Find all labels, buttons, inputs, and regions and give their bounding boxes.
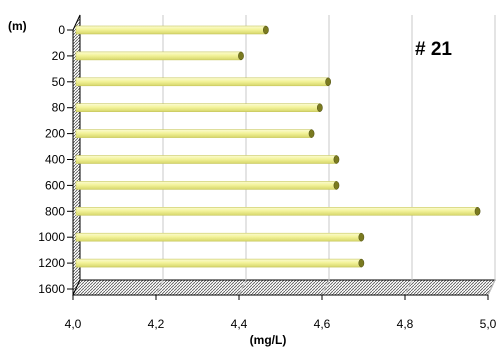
y-tick-labels: 0 20 50 80 200 400 600 800 1000 1200 1600 [38, 23, 73, 296]
bar [75, 25, 267, 35]
bar [75, 155, 337, 164]
y-tick-label: 200 [45, 127, 65, 141]
bar-end-cap [358, 232, 365, 242]
bar-end-cap [333, 155, 340, 164]
x-tick-label: 4,6 [314, 317, 331, 331]
y-tick-label: 800 [45, 204, 65, 218]
y-tick-label: 600 [45, 178, 65, 192]
x-tick-label: 4,8 [397, 317, 414, 331]
grid-line-floor [487, 279, 496, 296]
y-tick-label: 20 [52, 49, 66, 63]
bar [75, 103, 321, 112]
bar-end-cap [333, 181, 340, 190]
bar-end-cap [474, 207, 481, 216]
bar-end-cap [317, 103, 323, 112]
bar [75, 207, 478, 216]
bars [75, 25, 481, 268]
bar [75, 232, 362, 242]
bar-end-cap [358, 258, 365, 268]
x-tick-label: 4,2 [148, 317, 165, 331]
y-tick-label: 1200 [38, 256, 65, 270]
x-tick-label: 4,4 [231, 317, 248, 331]
annotation-label: # 21 [415, 39, 452, 60]
x-tick-label: 4,0 [65, 317, 82, 331]
bar-end-cap [325, 77, 331, 87]
grid-line-floor [238, 279, 247, 296]
bar [75, 129, 312, 138]
grid-line-floor [155, 279, 164, 296]
y-tick-label: 1600 [38, 282, 65, 296]
y-axis-unit-label: (m) [8, 19, 27, 33]
y-tick-label: 0 [58, 23, 65, 37]
bar [75, 77, 329, 87]
x-tick-label: 5,0 [480, 317, 497, 331]
bar [75, 51, 242, 61]
bar [75, 258, 362, 268]
y-tick-label: 80 [52, 101, 66, 115]
y-tick-label: 400 [45, 153, 65, 167]
x-tick-labels: 4,0 4,2 4,4 4,6 4,8 5,0 [65, 294, 497, 331]
grid-line-floor [404, 279, 413, 296]
bar-end-cap [308, 129, 315, 138]
bar-end-cap [263, 25, 269, 35]
bottom-hatched-floor [72, 279, 496, 296]
grid-line-floor [321, 279, 330, 296]
y-tick-label: 50 [52, 75, 66, 89]
bar-end-cap [238, 51, 244, 61]
y-tick-label: 1000 [38, 230, 65, 244]
x-axis-label: (mg/L) [250, 333, 287, 347]
bar [75, 181, 337, 190]
